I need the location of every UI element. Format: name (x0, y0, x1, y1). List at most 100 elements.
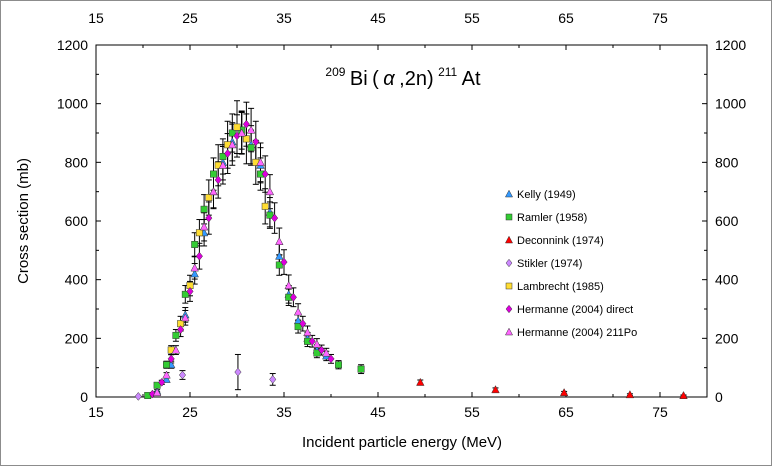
x-tick-label-bottom: 55 (464, 404, 480, 420)
chart-title: 209 Bi ( α ,2n) 211 At (325, 63, 481, 90)
legend-marker (505, 213, 513, 221)
y-tick-label-right: 800 (715, 154, 739, 170)
x-tick-label-bottom: 75 (652, 404, 668, 420)
data-point-series-6 (152, 388, 162, 397)
data-point-series-6 (246, 125, 256, 134)
x-tick-label-top: 55 (464, 10, 480, 26)
data-point-series-3 (234, 367, 242, 377)
y-tick-label-right: 1200 (715, 37, 746, 53)
data-point-series-5 (261, 169, 269, 179)
y-tick-label-left: 800 (65, 154, 89, 170)
data-point-series-6 (312, 339, 322, 348)
data-point-series-6 (293, 307, 303, 316)
legend-marker (505, 258, 513, 268)
data-point-series-2 (625, 390, 635, 399)
data-point-series-5 (148, 389, 156, 399)
legend-label: Lambrecht (1985) (517, 281, 604, 293)
data-point-series-4 (205, 194, 213, 201)
x-tick-label-top: 15 (88, 10, 104, 26)
data-point-series-2 (491, 385, 500, 394)
data-point-series-1 (181, 290, 189, 298)
x-tick-label-top: 45 (370, 10, 386, 26)
x-tick-label-bottom: 15 (88, 404, 104, 420)
data-point-series-0 (162, 374, 171, 383)
data-point-series-1 (294, 323, 302, 331)
data-point-series-1 (357, 365, 365, 373)
data-point-series-6 (256, 157, 265, 166)
data-point-series-5 (195, 251, 203, 261)
data-point-series-4 (242, 135, 250, 143)
legend-marker (504, 189, 514, 198)
legend-label: Hermanne (2004) direct (517, 304, 633, 316)
data-point-series-2 (679, 390, 688, 399)
data-point-series-3 (178, 370, 187, 380)
data-point-series-5 (158, 377, 166, 387)
data-point-series-6 (303, 327, 312, 336)
data-point-series-0 (190, 269, 199, 278)
data-point-series-4 (195, 229, 203, 237)
data-point-series-5 (318, 345, 326, 355)
data-point-series-6 (171, 345, 181, 354)
data-point-series-1 (266, 211, 274, 219)
y-axis-title: Cross section (mb) (15, 158, 32, 284)
data-point-series-1 (228, 129, 236, 137)
data-points-layer (134, 119, 688, 401)
legend-marker (505, 282, 513, 290)
legend-marker (504, 235, 514, 244)
data-point-series-6 (218, 160, 228, 169)
y-tick-label-left: 600 (65, 213, 89, 229)
x-tick-label-top: 35 (276, 10, 292, 26)
y-tick-label-left: 1000 (57, 96, 88, 112)
data-point-series-6 (162, 370, 171, 379)
data-point-series-6 (190, 263, 199, 272)
legend-label: Hermanne (2004) 211Po (517, 327, 637, 339)
y-tick-label-right: 200 (715, 330, 739, 346)
data-point-series-1 (335, 361, 342, 369)
data-point-series-6 (275, 236, 284, 245)
y-tick-label-right: 0 (715, 389, 723, 405)
data-point-series-5 (308, 336, 316, 346)
data-point-series-1 (275, 261, 283, 269)
data-point-series-1 (313, 349, 321, 357)
data-point-series-5 (177, 325, 185, 334)
data-point-series-6 (209, 187, 218, 196)
data-point-series-5 (214, 175, 222, 185)
legend: Kelly (1949) Ramler (1958) Deconnink (1974… (504, 189, 637, 339)
data-point-series-5 (289, 292, 297, 302)
legend-label: Kelly (1949) (517, 189, 576, 201)
y-tick-label-right: 600 (715, 213, 739, 229)
data-point-series-6 (181, 313, 190, 322)
y-tick-label-left: 200 (65, 330, 89, 346)
data-point-series-6 (199, 222, 209, 231)
data-point-series-5 (186, 286, 194, 296)
data-point-series-4 (261, 202, 269, 210)
data-point-series-1 (219, 153, 227, 160)
data-point-series-1 (163, 361, 170, 369)
y-tick-label-left: 1200 (57, 37, 88, 53)
legend-label: Deconnink (1974) (517, 235, 604, 247)
data-point-series-3 (134, 392, 142, 401)
data-point-series-0 (275, 251, 284, 260)
data-point-series-1 (247, 144, 255, 152)
y-tick-label-right: 1000 (715, 96, 746, 112)
data-point-series-6 (237, 128, 246, 137)
ticks-layer: 15 25 35 45 55 65 75 15 25 35 45 55 65 75 0 0 200 200 400 4… (57, 10, 747, 420)
legend-marker (504, 327, 514, 336)
data-point-series-3 (269, 374, 277, 384)
data-point-series-5 (271, 213, 279, 223)
data-point-series-1 (200, 205, 208, 213)
data-point-series-4 (233, 123, 241, 131)
legend-label: Ramler (1958) (517, 212, 587, 224)
x-tick-label-bottom: 25 (182, 404, 198, 420)
legend-marker (505, 304, 513, 314)
data-point-series-5 (299, 319, 307, 329)
x-tick-label-top: 65 (558, 10, 574, 26)
plot-area (95, 44, 708, 398)
x-tick-label-top: 75 (652, 10, 668, 26)
data-point-series-2 (559, 388, 569, 397)
data-point-series-2 (416, 377, 425, 386)
x-tick-label-bottom: 45 (370, 404, 386, 420)
data-point-series-1 (172, 331, 180, 339)
